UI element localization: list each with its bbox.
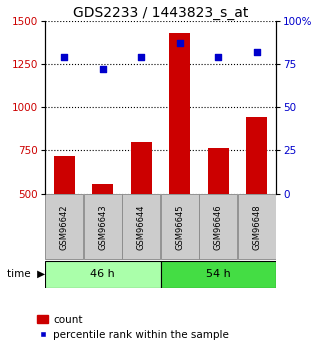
Point bbox=[254, 49, 259, 55]
Point bbox=[100, 66, 105, 72]
Bar bbox=[169, 33, 190, 194]
Point bbox=[177, 40, 182, 46]
Text: GSM96646: GSM96646 bbox=[214, 204, 223, 250]
Text: GSM96643: GSM96643 bbox=[98, 204, 107, 250]
FancyBboxPatch shape bbox=[122, 194, 160, 259]
Bar bbox=[92, 184, 113, 194]
Text: GSM96645: GSM96645 bbox=[175, 204, 184, 250]
FancyBboxPatch shape bbox=[160, 261, 276, 287]
Bar bbox=[54, 156, 75, 194]
Point bbox=[216, 54, 221, 60]
Title: GDS2233 / 1443823_s_at: GDS2233 / 1443823_s_at bbox=[73, 6, 248, 20]
FancyBboxPatch shape bbox=[45, 261, 160, 287]
Text: 54 h: 54 h bbox=[206, 269, 231, 279]
Point bbox=[62, 54, 67, 60]
FancyBboxPatch shape bbox=[161, 194, 199, 259]
Bar bbox=[131, 142, 152, 194]
FancyBboxPatch shape bbox=[238, 194, 276, 259]
Text: GSM96642: GSM96642 bbox=[60, 204, 69, 250]
Bar bbox=[208, 148, 229, 194]
Text: 46 h: 46 h bbox=[90, 269, 115, 279]
FancyBboxPatch shape bbox=[199, 194, 237, 259]
Legend: count, percentile rank within the sample: count, percentile rank within the sample bbox=[37, 315, 229, 340]
Point bbox=[139, 54, 144, 60]
Text: GSM96644: GSM96644 bbox=[137, 204, 146, 250]
FancyBboxPatch shape bbox=[84, 194, 122, 259]
FancyBboxPatch shape bbox=[45, 194, 83, 259]
Bar bbox=[246, 117, 267, 194]
Text: time  ▶: time ▶ bbox=[7, 269, 45, 279]
Text: GSM96648: GSM96648 bbox=[252, 204, 261, 250]
